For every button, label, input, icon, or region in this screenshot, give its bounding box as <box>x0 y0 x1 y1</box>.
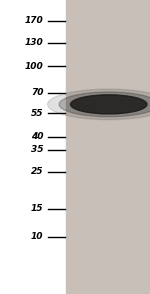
Bar <box>66 0 150 294</box>
Text: 35: 35 <box>31 146 44 154</box>
Text: 130: 130 <box>25 38 44 47</box>
Ellipse shape <box>70 95 147 114</box>
Text: 100: 100 <box>25 62 44 71</box>
Ellipse shape <box>48 89 150 120</box>
Bar <box>0 0 66 294</box>
Ellipse shape <box>59 92 150 117</box>
Text: 70: 70 <box>31 88 44 97</box>
Text: 40: 40 <box>31 132 44 141</box>
Text: 10: 10 <box>31 232 44 241</box>
Text: 170: 170 <box>25 16 44 25</box>
Text: 15: 15 <box>31 204 44 213</box>
Text: 55: 55 <box>31 109 44 118</box>
Text: 25: 25 <box>31 168 44 176</box>
